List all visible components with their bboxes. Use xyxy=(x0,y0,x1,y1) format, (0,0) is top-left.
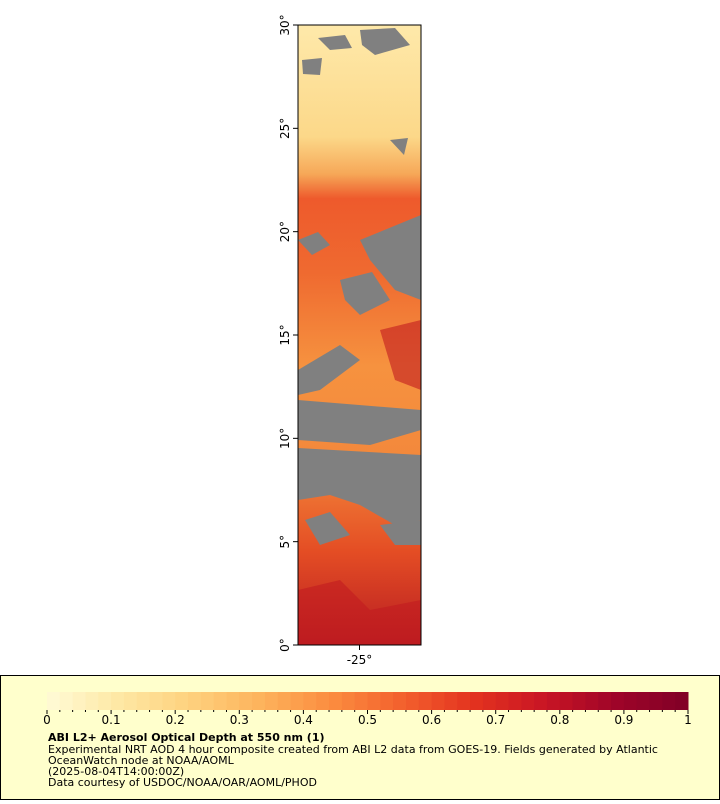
colorbar-swatch xyxy=(482,692,497,710)
lon-tick-label: -25° xyxy=(347,653,373,667)
colorbar-swatch xyxy=(521,692,535,710)
colorbar-swatch xyxy=(418,692,433,710)
colorbar-swatch xyxy=(559,692,574,710)
colorbar-tick-label: 0.4 xyxy=(294,713,313,727)
colorbar-tick-label: 0.2 xyxy=(166,713,185,727)
colorbar-swatch xyxy=(111,692,125,710)
colorbar-swatch xyxy=(585,692,599,710)
colorbar-swatch xyxy=(341,692,356,710)
colorbar-swatch xyxy=(175,692,189,710)
colorbar-swatch xyxy=(136,692,151,710)
lat-tick-label: 0° xyxy=(278,638,292,652)
colorbar-swatch xyxy=(405,692,420,710)
colorbar-swatch xyxy=(393,692,407,710)
colorbar-swatch xyxy=(546,692,561,710)
colorbar-swatch xyxy=(611,692,625,710)
colorbar-swatch xyxy=(598,692,612,710)
colorbar-swatch xyxy=(662,692,676,710)
colorbar-swatch xyxy=(367,692,381,710)
colorbar-swatch xyxy=(290,692,304,710)
lat-tick-label: 5° xyxy=(278,535,292,549)
lat-tick-label: 20° xyxy=(278,221,292,242)
colorbar-swatch xyxy=(85,692,99,710)
colorbar-swatch xyxy=(457,692,471,710)
colorbar-swatch xyxy=(431,692,445,710)
colorbar-swatch xyxy=(162,692,176,710)
colorbar-swatch xyxy=(329,692,343,710)
legend-title: ABI L2+ Aerosol Optical Depth at 550 nm … xyxy=(48,731,325,744)
colorbar-tick-label: 0.5 xyxy=(358,713,377,727)
colorbar-swatch xyxy=(508,692,522,710)
lat-tick-label: 10° xyxy=(278,428,292,449)
colorbar-swatch xyxy=(226,692,240,710)
legend-line: OceanWatch node at NOAA/AOML xyxy=(48,754,235,767)
colorbar-swatch xyxy=(200,692,215,710)
legend-line: Experimental NRT AOD 4 hour composite cr… xyxy=(48,743,658,756)
colorbar-swatch xyxy=(572,692,586,710)
colorbar-swatch xyxy=(239,692,253,710)
colorbar-swatch xyxy=(444,692,458,710)
legend-line: Data courtesy of USDOC/NOAA/OAR/AOML/PHO… xyxy=(48,776,317,789)
colorbar-swatch xyxy=(675,692,689,710)
colorbar-swatch xyxy=(277,692,292,710)
legend-line: (2025-08-04T14:00:00Z) xyxy=(48,765,184,778)
colorbar-swatch xyxy=(495,692,510,710)
colorbar-swatch xyxy=(98,692,112,710)
colorbar-swatch xyxy=(316,692,330,710)
colorbar-swatch xyxy=(149,692,163,710)
colorbar-tick-label: 0.3 xyxy=(230,713,249,727)
colorbar-swatch xyxy=(252,692,266,710)
colorbar-swatch xyxy=(649,692,663,710)
colorbar-swatch xyxy=(623,692,638,710)
colorbar-swatch xyxy=(534,692,548,710)
colorbar-tick-label: 0 xyxy=(43,713,51,727)
colorbar-tick-label: 0.8 xyxy=(550,713,569,727)
colorbar-tick-label: 0.7 xyxy=(486,713,505,727)
colorbar-swatch xyxy=(380,692,394,710)
colorbar-swatch xyxy=(636,692,651,710)
colorbar-swatch xyxy=(354,692,368,710)
colorbar-swatch xyxy=(47,692,61,710)
colorbar-swatch xyxy=(470,692,484,710)
lat-tick-label: 30° xyxy=(278,14,292,35)
colorbar-swatch xyxy=(303,692,317,710)
colorbar-swatch xyxy=(123,692,138,710)
colorbar-swatch xyxy=(264,692,279,710)
lat-tick-label: 15° xyxy=(278,324,292,345)
aod-map xyxy=(298,25,421,645)
colorbar-tick-label: 0.1 xyxy=(102,713,121,727)
colorbar-swatch xyxy=(188,692,202,710)
colorbar-tick-label: 0.6 xyxy=(422,713,441,727)
colorbar-tick-label: 0.9 xyxy=(614,713,633,727)
lat-tick-label: 25° xyxy=(278,118,292,139)
colorbar-swatch xyxy=(72,692,86,710)
colorbar-swatch xyxy=(213,692,227,710)
colorbar-swatch xyxy=(59,692,74,710)
colorbar-tick-label: 1 xyxy=(684,713,692,727)
